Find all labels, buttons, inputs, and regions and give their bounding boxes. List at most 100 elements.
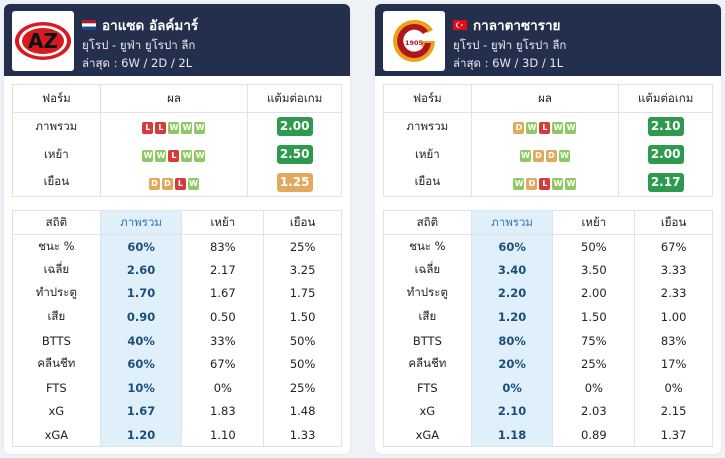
overall-header[interactable]: ภาพรวม	[470, 210, 554, 235]
result-badge[interactable]: D	[526, 177, 538, 190]
result-badge[interactable]: L	[155, 122, 167, 135]
result-badge[interactable]: W	[168, 122, 180, 135]
result-badge[interactable]: W	[155, 150, 167, 162]
result-badge[interactable]: L	[168, 150, 180, 162]
form-header: ฟอร์ม	[12, 84, 101, 113]
ppg-cell: 2.00	[247, 112, 342, 141]
galatasaray-logo-icon: 1905	[393, 19, 435, 62]
stat-away: 1.37	[634, 423, 713, 448]
stat-row: BTTS 80% 75% 83%	[383, 328, 713, 353]
form-row-label: เยือน	[383, 168, 472, 197]
stat-away: 2.15	[634, 399, 713, 424]
stat-overall: 0%	[470, 376, 554, 400]
stat-row: ทำประตู 1.70 1.67 1.75	[12, 281, 342, 306]
stat-overall: 60%	[470, 234, 554, 259]
stat-away: 50%	[263, 328, 342, 353]
stat-row: เฉลี่ย 2.60 2.17 3.25	[12, 258, 342, 282]
home-header[interactable]: เหย้า	[181, 210, 265, 235]
result-badge[interactable]: W	[187, 177, 199, 190]
stat-overall: 1.18	[470, 423, 554, 448]
team-name[interactable]: อาแซด อัลค์มาร์	[82, 14, 198, 36]
result-badge[interactable]: L	[142, 122, 154, 135]
result-badge[interactable]: W	[552, 122, 564, 135]
stat-home: 33%	[181, 328, 265, 353]
stat-row: FTS 10% 0% 25%	[12, 376, 342, 400]
overall-header[interactable]: ภาพรวม	[99, 210, 183, 235]
form-row: เหย้า W W L W W 2.50	[12, 140, 342, 169]
result-badge[interactable]: D	[532, 150, 544, 162]
result-badge[interactable]: W	[194, 150, 206, 162]
stat-home: 3.50	[552, 258, 636, 282]
stat-away: 83%	[634, 328, 713, 353]
form-row-label: เยือน	[12, 168, 101, 197]
team-header: 1905 กาลาตาซาราย ยุโรป - ยูฟ่า ยูโรปา ลี…	[375, 4, 721, 76]
stat-overall: 1.20	[470, 305, 554, 329]
stat-label: ทำประตู	[12, 281, 101, 306]
team-card-az: AZ อาแซด อัลค์มาร์ ยุโรป - ยูฟ่า ยูโรปา …	[4, 4, 350, 454]
result-badge[interactable]: D	[161, 177, 173, 190]
stat-row: ชนะ % 60% 50% 67%	[383, 234, 713, 259]
stat-label: ชนะ %	[383, 234, 472, 259]
result-badge[interactable]: L	[174, 177, 186, 190]
stat-row: xG 2.10 2.03 2.15	[383, 399, 713, 424]
home-header[interactable]: เหย้า	[552, 210, 636, 235]
stat-label: เสีย	[12, 305, 101, 329]
result-badge[interactable]: W	[194, 122, 206, 135]
ppg-pill: 1.25	[276, 172, 313, 192]
result-badge[interactable]: D	[513, 122, 525, 135]
stat-label: เสีย	[383, 305, 472, 329]
stat-header: สถิติ	[12, 210, 101, 235]
stat-away: 1.33	[263, 423, 342, 448]
result-badge[interactable]: W	[558, 150, 570, 162]
result-badge[interactable]: L	[539, 122, 551, 135]
form-row: เหย้า W D D W 2.00	[383, 140, 713, 169]
result-badge[interactable]: W	[552, 177, 564, 190]
result-badge[interactable]: D	[148, 177, 160, 190]
result-badge[interactable]: W	[181, 122, 193, 135]
team-logo[interactable]: AZ	[12, 11, 74, 71]
away-header[interactable]: เยือน	[634, 210, 713, 235]
team-name[interactable]: กาลาตาซาราย	[453, 14, 560, 36]
stat-away: 50%	[263, 352, 342, 377]
result-badge[interactable]: W	[142, 150, 154, 162]
stat-overall: 1.67	[99, 399, 183, 424]
ppg-pill: 2.00	[276, 117, 313, 137]
stats-table: สถิติ ภาพรวม เหย้า เยือน ชนะ % 60% 50% 67% เ…	[383, 210, 713, 448]
stat-label: เฉลี่ย	[383, 258, 472, 282]
stat-label: เฉลี่ย	[12, 258, 101, 282]
form-row-label: ภาพรวม	[12, 112, 101, 141]
stat-away: 25%	[263, 234, 342, 259]
stat-home: 25%	[552, 352, 636, 377]
form-row-label: เหย้า	[383, 140, 472, 169]
stat-row: คลีนชีท 60% 67% 50%	[12, 352, 342, 377]
form-row-label: เหย้า	[12, 140, 101, 169]
stat-row: ชนะ % 60% 83% 25%	[12, 234, 342, 259]
ppg-pill: 2.10	[647, 117, 684, 137]
stat-overall: 1.20	[99, 423, 183, 448]
result-badge[interactable]: W	[565, 177, 577, 190]
away-header[interactable]: เยือน	[263, 210, 342, 235]
result-badge[interactable]: L	[539, 177, 551, 190]
stats-table: สถิติ ภาพรวม เหย้า เยือน ชนะ % 60% 83% 25% เ…	[12, 210, 342, 448]
stat-row: เฉลี่ย 3.40 3.50 3.33	[383, 258, 713, 282]
stat-home: 0%	[181, 376, 265, 400]
form-row-label: ภาพรวม	[383, 112, 472, 141]
result-badge[interactable]: D	[545, 150, 557, 162]
form-row: เยือน D D L W 1.25	[12, 168, 342, 197]
turkey-flag-icon	[453, 20, 467, 30]
result-badge[interactable]: W	[526, 122, 538, 135]
result-badge[interactable]: W	[181, 150, 193, 162]
team-logo[interactable]: 1905	[383, 11, 445, 71]
result-badge[interactable]: W	[519, 150, 531, 162]
svg-text:1905: 1905	[405, 39, 424, 47]
result-badge[interactable]: W	[513, 177, 525, 190]
stat-label: BTTS	[12, 328, 101, 353]
stat-home: 2.00	[552, 281, 636, 306]
stat-home: 67%	[181, 352, 265, 377]
stat-label: ชนะ %	[12, 234, 101, 259]
ppg-cell: 2.17	[618, 168, 713, 197]
result-header: ผล	[99, 84, 249, 113]
result-badge[interactable]: W	[565, 122, 577, 135]
